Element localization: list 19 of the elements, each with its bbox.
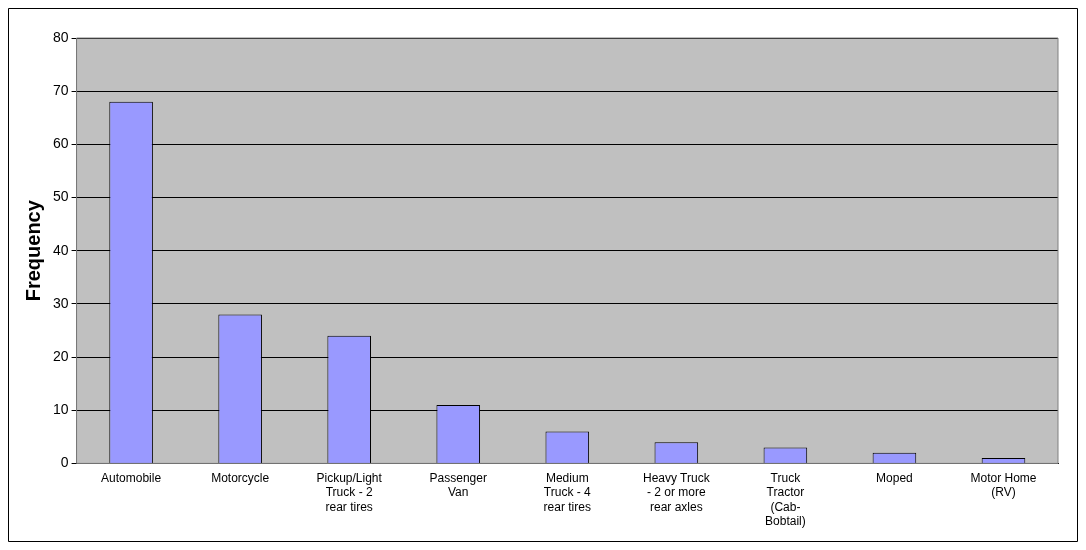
x-tick-label: Motorcycle	[211, 470, 270, 485]
x-tick-label: Motor Home (RV)	[970, 470, 1037, 500]
x-tick-label: Medium Truck - 4 rear tires	[543, 470, 592, 514]
y-tick-label: 0	[60, 454, 69, 471]
y-tick-label: 80	[52, 28, 69, 45]
y-tick-label: 60	[52, 135, 69, 152]
x-tick-label: Automobile	[101, 470, 162, 485]
x-tick-label: Passenger Van	[429, 470, 487, 500]
y-tick-label: 20	[52, 347, 69, 364]
y-tick-label: 10	[52, 401, 69, 418]
y-axis-title: Frequency	[21, 199, 44, 302]
x-tick-label: Truck Tractor (Cab-Bobtail)	[765, 470, 806, 529]
x-tick-label: Pickup/Light Truck - 2 rear tires	[316, 470, 383, 514]
y-tick-label: 30	[52, 294, 69, 311]
y-tick-label: 40	[52, 241, 69, 258]
y-tick-label: 70	[52, 82, 69, 99]
y-tick-label: 50	[52, 188, 69, 205]
x-tick-label: Heavy Truck - 2 or more rear axles	[642, 470, 711, 514]
x-tick-label: Moped	[876, 470, 913, 485]
